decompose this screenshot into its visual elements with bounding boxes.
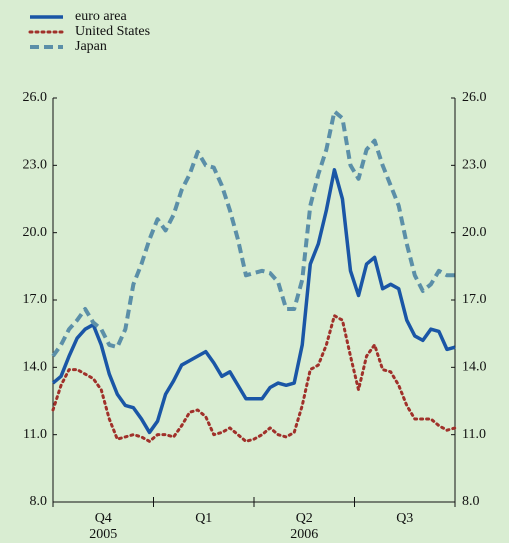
y2-tick-label: 23.0 [462, 158, 487, 173]
y-tick-label: 23.0 [23, 158, 48, 173]
legend-label: euro area [75, 9, 127, 24]
y2-tick-label: 26.0 [462, 90, 487, 105]
legend-label: Japan [75, 39, 107, 54]
x-tick-label: Q4 [95, 511, 112, 526]
x-year-label: 2006 [290, 527, 318, 542]
y-tick-label: 11.0 [23, 427, 47, 442]
y-tick-label: 26.0 [23, 90, 48, 105]
y2-tick-label: 20.0 [462, 225, 487, 240]
y2-tick-label: 17.0 [462, 292, 487, 307]
y-tick-label: 14.0 [23, 360, 48, 375]
y-tick-label: 8.0 [30, 494, 48, 509]
y-tick-label: 20.0 [23, 225, 48, 240]
y2-tick-label: 14.0 [462, 360, 487, 375]
legend-label: United States [75, 24, 150, 39]
x-tick-label: Q3 [396, 511, 413, 526]
y2-tick-label: 8.0 [462, 494, 480, 509]
series-line [51, 109, 455, 358]
y-tick-label: 17.0 [23, 292, 48, 307]
x-tick-label: Q1 [195, 511, 212, 526]
series-line [51, 314, 457, 443]
series-line [51, 168, 456, 435]
y2-tick-label: 11.0 [462, 427, 486, 442]
x-tick-label: Q2 [296, 511, 313, 526]
x-year-label: 2005 [89, 527, 117, 542]
